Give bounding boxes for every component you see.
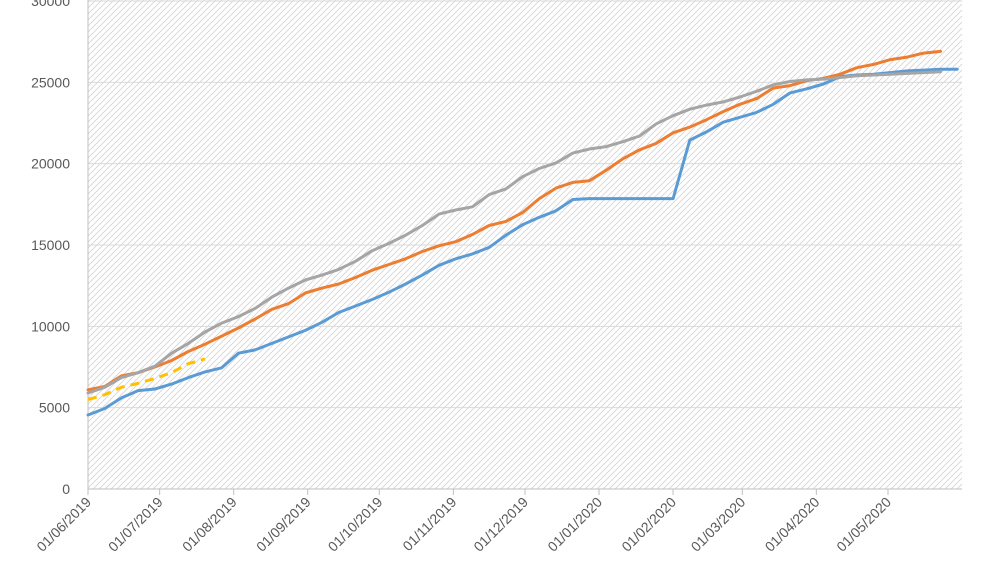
y-tick-label: 25000 (31, 74, 70, 90)
x-tick-label: 01/03/2020 (688, 494, 749, 555)
y-tick-label: 30000 (31, 0, 70, 9)
x-tick-label: 01/09/2019 (253, 494, 314, 555)
x-tick-label: 01/01/2020 (544, 494, 605, 555)
y-tick-label: 20000 (31, 156, 70, 172)
x-tick-label: 01/10/2019 (325, 494, 386, 555)
x-tick-label: 01/07/2019 (105, 494, 166, 555)
x-tick-label: 01/08/2019 (179, 494, 240, 555)
x-tick-label: 01/12/2019 (470, 494, 531, 555)
y-tick-label: 5000 (39, 400, 70, 416)
x-tick-label: 01/02/2020 (618, 494, 679, 555)
y-tick-label: 0 (62, 481, 70, 497)
series-line-1 (86, 67, 959, 417)
y-tick-label: 15000 (31, 237, 70, 253)
x-tick-label: 01/06/2019 (33, 494, 94, 555)
series-line-2 (86, 49, 942, 392)
y-tick-label: 10000 (31, 318, 70, 334)
y-axis: 0 5000 10000 15000 20000 25000 30000 (31, 0, 962, 497)
x-tick-label: 01/04/2020 (762, 494, 823, 555)
series-line-3 (86, 70, 942, 395)
x-tick-label: 01/11/2019 (399, 494, 459, 554)
x-axis: 01/06/2019 01/07/2019 01/08/2019 01/09/2019… (33, 488, 962, 555)
series-line-4 (87, 357, 206, 401)
series-group (86, 49, 959, 417)
x-tick-label: 01/05/2020 (833, 494, 894, 555)
